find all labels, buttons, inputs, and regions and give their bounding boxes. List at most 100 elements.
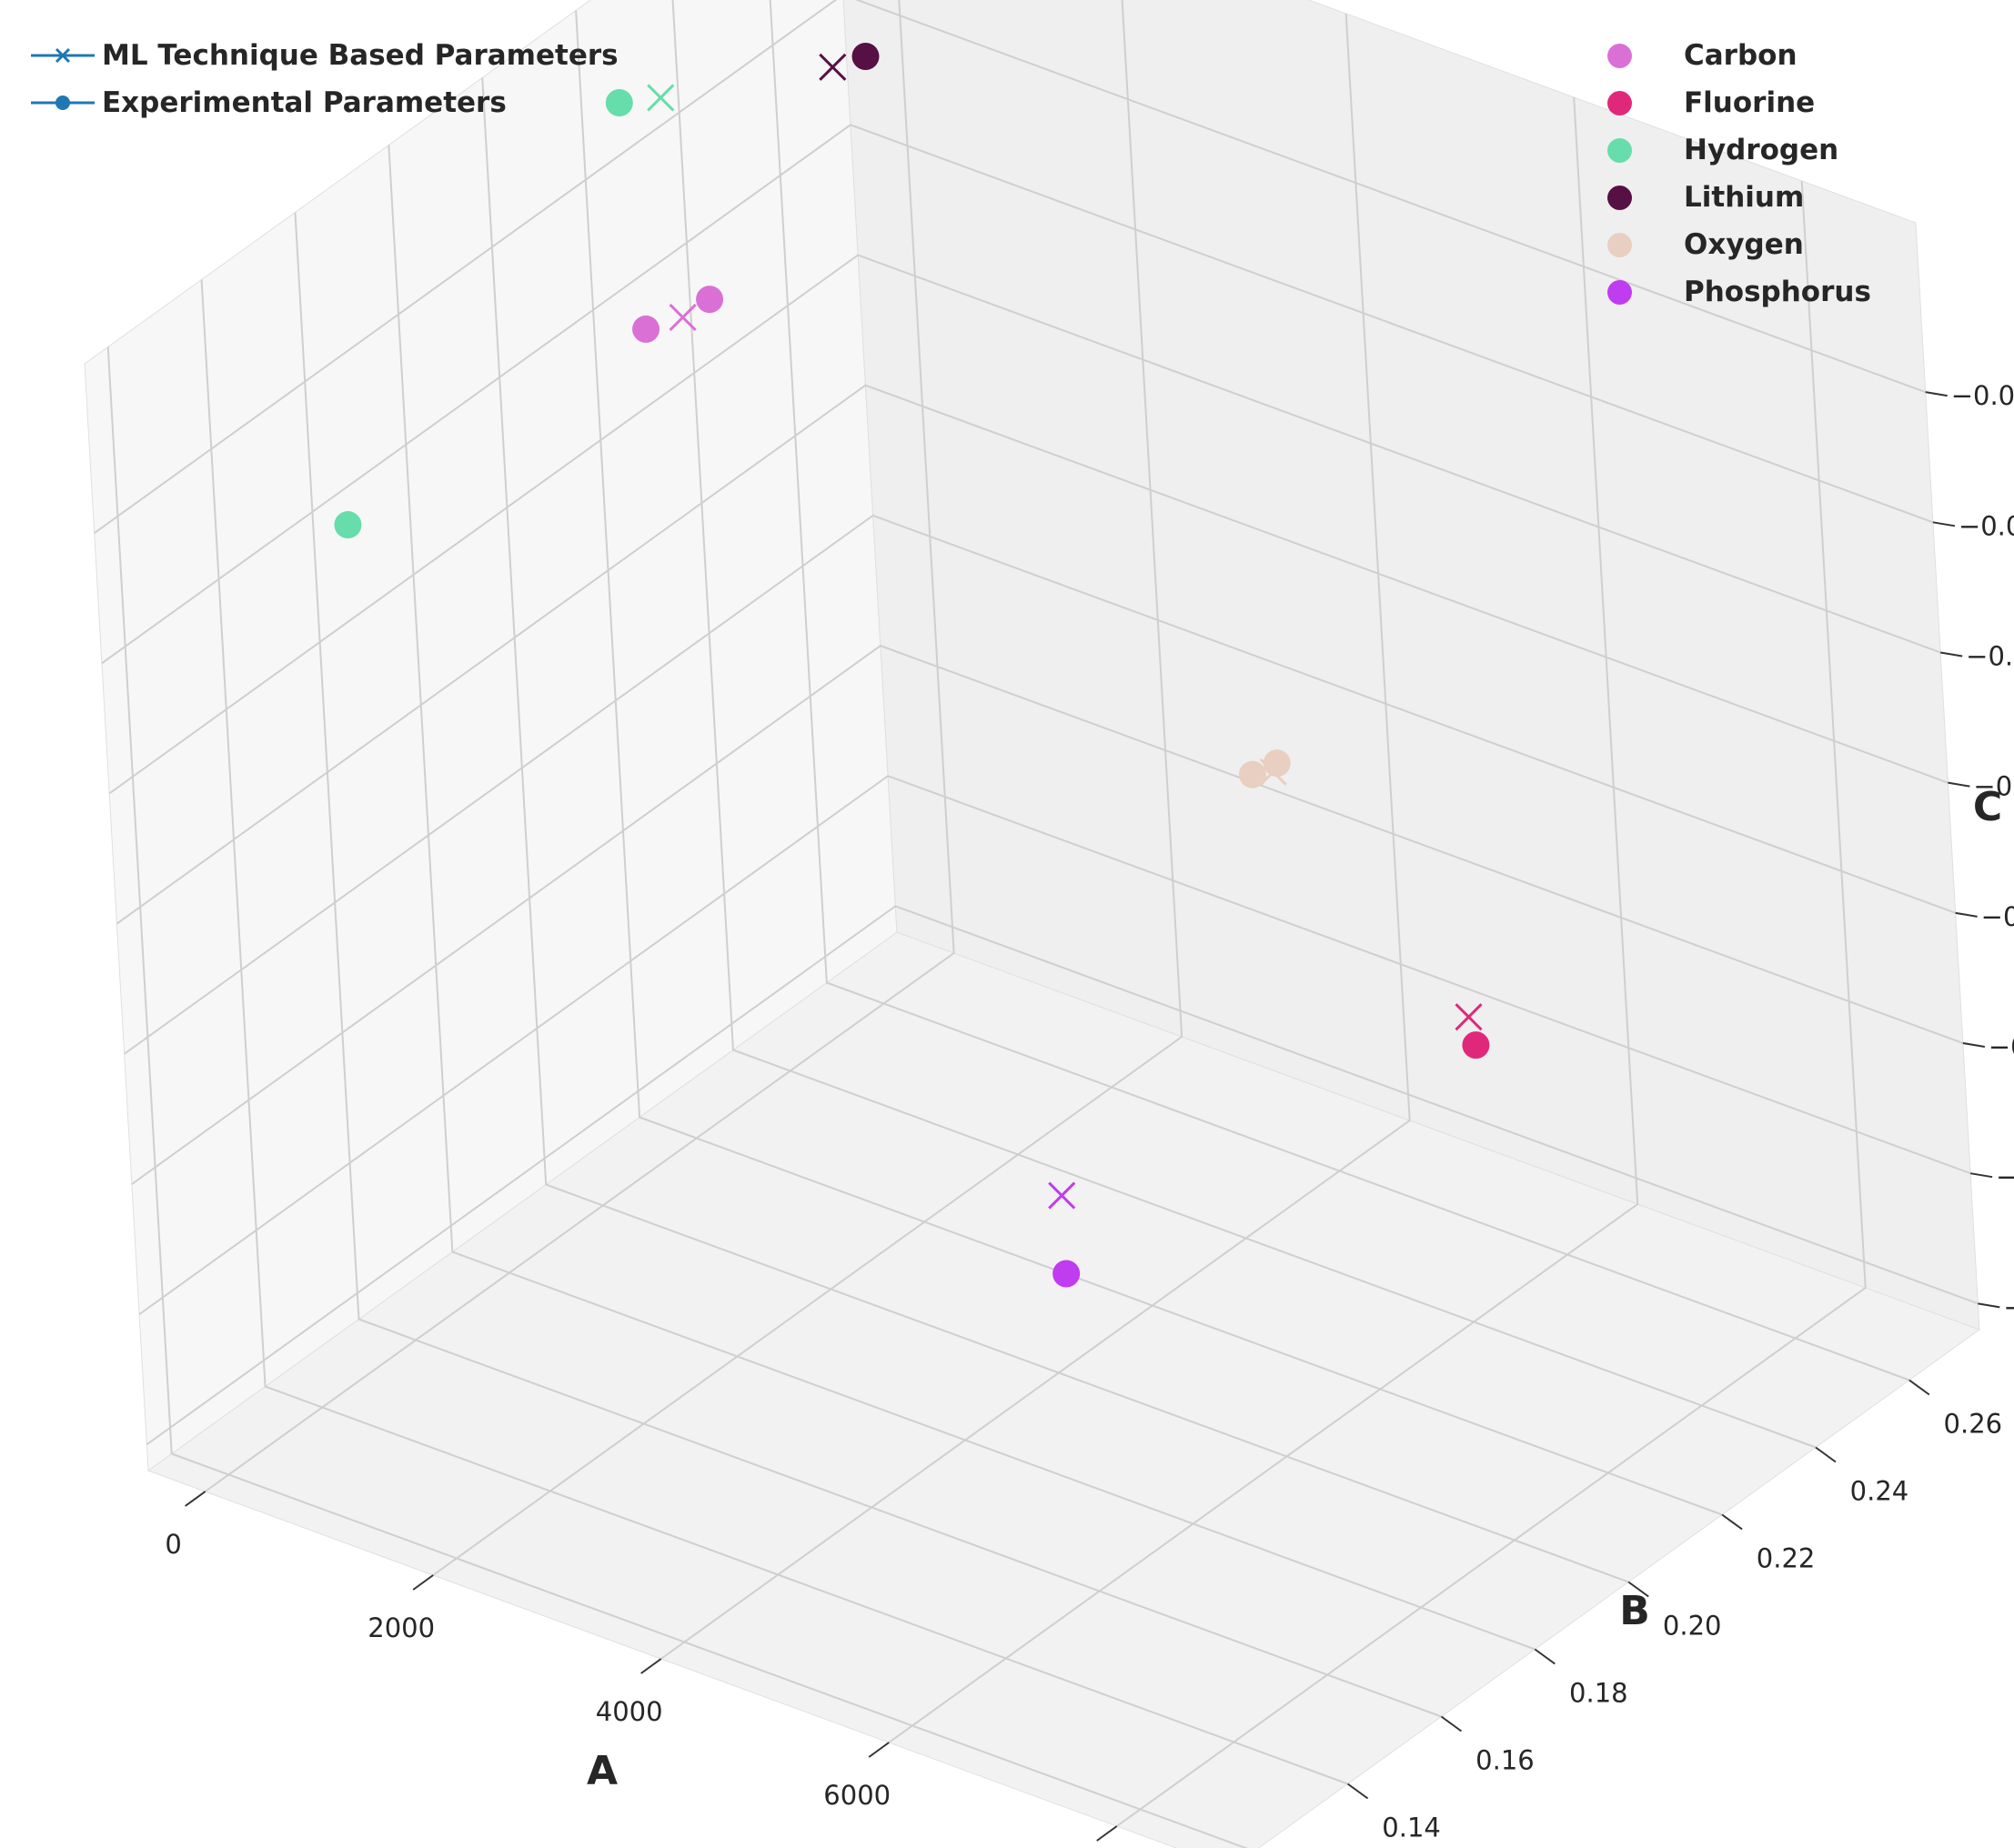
- grid-line-c: [138, 775, 1971, 1316]
- grid-line-a: [1116, 180, 1867, 1827]
- grid-line-b: [671, 0, 1817, 1449]
- oxygen-experimental-point: [1238, 760, 1266, 788]
- carbon-ml-point: [669, 303, 697, 332]
- b-tick: [1908, 1379, 1930, 1396]
- oxygen-ml-point: [1259, 758, 1287, 786]
- c-tick-label: −0.002: [1959, 510, 2014, 541]
- grid-line-b: [481, 77, 1629, 1583]
- a-tick: [640, 1658, 662, 1674]
- c-tick: [1948, 781, 1970, 788]
- b-tick: [1347, 1783, 1369, 1800]
- a-tick: [1096, 1825, 1118, 1842]
- grid-line-b: [575, 10, 1723, 1516]
- grid-line-b: [294, 212, 1442, 1718]
- legend-entry-ml: ML Technique Based Parameters: [27, 32, 619, 79]
- back-pane: [842, 0, 1980, 1331]
- hydrogen-experimental-point: [605, 89, 633, 117]
- a-tick-label: 6000: [823, 1780, 891, 1811]
- grid-line-c: [101, 124, 1934, 665]
- fluorine-dot-icon: [1607, 91, 1632, 116]
- c-tick: [1932, 521, 1956, 527]
- c-tick: [1940, 651, 1963, 658]
- b-tick-label: 0.20: [1663, 1611, 1722, 1642]
- legend-label-ml: ML Technique Based Parameters: [102, 39, 619, 72]
- legend-label-phosphorus: Phosphorus: [1684, 276, 1871, 308]
- c-tick: [1969, 1172, 1993, 1179]
- grid-line-c: [131, 644, 1964, 1185]
- grid-line-a: [660, 13, 1411, 1660]
- grid-line-b: [106, 346, 1249, 1848]
- grid-line-a: [432, 0, 1183, 1576]
- b-tick: [1721, 1513, 1743, 1531]
- z-axis-label: C: [1973, 784, 2002, 830]
- fluorine-experimental-point: [1462, 1031, 1490, 1060]
- c-tick: [1925, 391, 1948, 397]
- a-tick-label: 4000: [596, 1696, 663, 1727]
- phosphorus-ml-point: [1048, 1181, 1076, 1210]
- phosphorus-experimental-point: [1052, 1260, 1081, 1288]
- legend-label-hydrogen: Hydrogen: [1684, 134, 1839, 166]
- y-axis-label: B: [1619, 1588, 1650, 1634]
- a-tick: [412, 1574, 434, 1591]
- grid-line-c: [116, 384, 1949, 925]
- b-tick-label: 0.26: [1944, 1409, 2003, 1440]
- lithium-dot-icon: [1607, 186, 1632, 210]
- grid-line-c: [94, 0, 1927, 534]
- c-tick-label: −0.001: [1951, 380, 2014, 411]
- legend-entry-oxygen: Oxygen: [1596, 221, 1871, 268]
- data-points: [334, 42, 1490, 1288]
- legend-entry-hydrogen: Hydrogen: [1596, 126, 1871, 174]
- b-tick: [1440, 1715, 1463, 1732]
- c-tick: [1955, 911, 1978, 918]
- a-tick-label: 2000: [368, 1612, 435, 1643]
- a-tick: [185, 1491, 206, 1507]
- c-tick: [1962, 1042, 1986, 1048]
- marker-legend: ML Technique Based Parameters Experiment…: [27, 32, 619, 126]
- b-tick-label: 0.16: [1475, 1745, 1535, 1776]
- legend-entry-experimental: Experimental Parameters: [27, 79, 619, 126]
- b-tick: [1815, 1446, 1837, 1463]
- x-marker-icon: [27, 32, 102, 79]
- legend-label-experimental: Experimental Parameters: [102, 86, 507, 119]
- c-tick-label: −0.003: [1966, 640, 2014, 671]
- legend-entry-carbon: Carbon: [1596, 32, 1871, 79]
- a-tick-label: 0: [165, 1529, 181, 1560]
- c-tick-label: −0.008: [2003, 1291, 2014, 1322]
- grid-line-c: [108, 254, 1941, 795]
- element-legend: Carbon Fluorine Hydrogen Lithium Oxygen …: [1596, 32, 1871, 316]
- hydrogen-dot-icon: [1607, 138, 1632, 163]
- a-tick: [868, 1742, 890, 1758]
- legend-entry-phosphorus: Phosphorus: [1596, 268, 1871, 316]
- b-tick: [1534, 1648, 1556, 1665]
- x-axis-label: A: [587, 1748, 618, 1794]
- oxygen-experimental-point: [1263, 749, 1291, 778]
- grid-line-c: [146, 905, 1979, 1446]
- grid-line-b: [200, 279, 1348, 1785]
- oxygen-dot-icon: [1607, 233, 1632, 257]
- lithium-experimental-point: [851, 42, 880, 70]
- b-tick-label: 0.18: [1569, 1678, 1628, 1709]
- c-tick-label: −0.007: [1996, 1161, 2014, 1192]
- carbon-dot-icon: [1607, 44, 1632, 68]
- legend-entry-lithium: Lithium: [1596, 174, 1871, 221]
- hydrogen-experimental-point: [334, 511, 362, 539]
- fluorine-ml-point: [1455, 1003, 1483, 1031]
- phosphorus-dot-icon: [1607, 280, 1632, 305]
- grid-line-a: [888, 96, 1639, 1743]
- grid-line-a: [205, 0, 955, 1492]
- c-tick-label: −0.004: [1973, 771, 2014, 802]
- tick-marks: 020004000600080000.120.140.160.180.200.2…: [165, 380, 2014, 1843]
- carbon-experimental-point: [696, 286, 724, 314]
- grid-lines: [94, 0, 1979, 1848]
- legend-entry-fluorine: Fluorine: [1596, 79, 1871, 126]
- legend-label-fluorine: Fluorine: [1684, 86, 1816, 119]
- hydrogen-ml-point: [647, 84, 675, 112]
- c-tick: [1978, 1302, 2000, 1309]
- circle-marker-icon: [27, 79, 102, 126]
- grid-line-b: [769, 0, 1910, 1381]
- b-tick: [1627, 1581, 1649, 1598]
- b-tick-label: 0.14: [1382, 1813, 1441, 1843]
- b-tick-label: 0.22: [1757, 1543, 1816, 1574]
- legend-label-lithium: Lithium: [1684, 181, 1805, 214]
